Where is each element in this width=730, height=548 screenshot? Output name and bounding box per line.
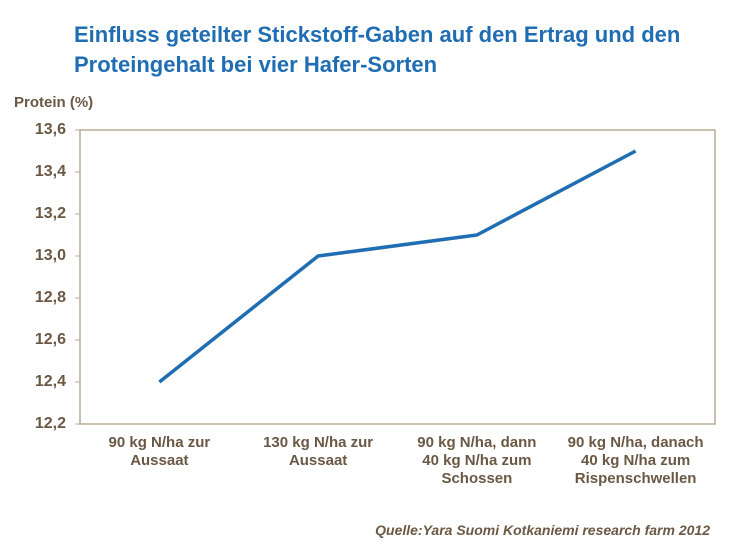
data-line [158, 149, 637, 384]
x-tick-label: 90 kg N/ha, dann 40 kg N/ha zum Schossen [417, 434, 537, 487]
y-tick-label: 13,0 [35, 247, 66, 264]
x-tick-label: 90 kg N/ha zur Aussaat [108, 434, 211, 469]
x-tick-label: 130 kg N/ha zur Aussaat [263, 434, 374, 469]
y-tick-label: 12,6 [35, 331, 66, 348]
y-tick-label: 12,2 [35, 415, 66, 432]
x-tick-label: 90 kg N/ha, danach 40 kg N/ha zum Rispen… [567, 434, 704, 487]
y-tick-label: 13,4 [35, 163, 66, 180]
y-tick-label: 13,6 [35, 121, 66, 138]
plot-frame [79, 129, 716, 425]
y-tick-label: 12,4 [35, 373, 66, 390]
y-axis-label: Protein (%) [14, 94, 94, 111]
y-tick-label: 13,2 [35, 205, 66, 222]
chart-title: Einfluss geteilter Stickstoff-Gaben auf … [74, 22, 681, 77]
y-tick-label: 12,8 [35, 289, 66, 306]
source-note: Quelle:Yara Suomi Kotkaniemi research fa… [375, 522, 710, 538]
